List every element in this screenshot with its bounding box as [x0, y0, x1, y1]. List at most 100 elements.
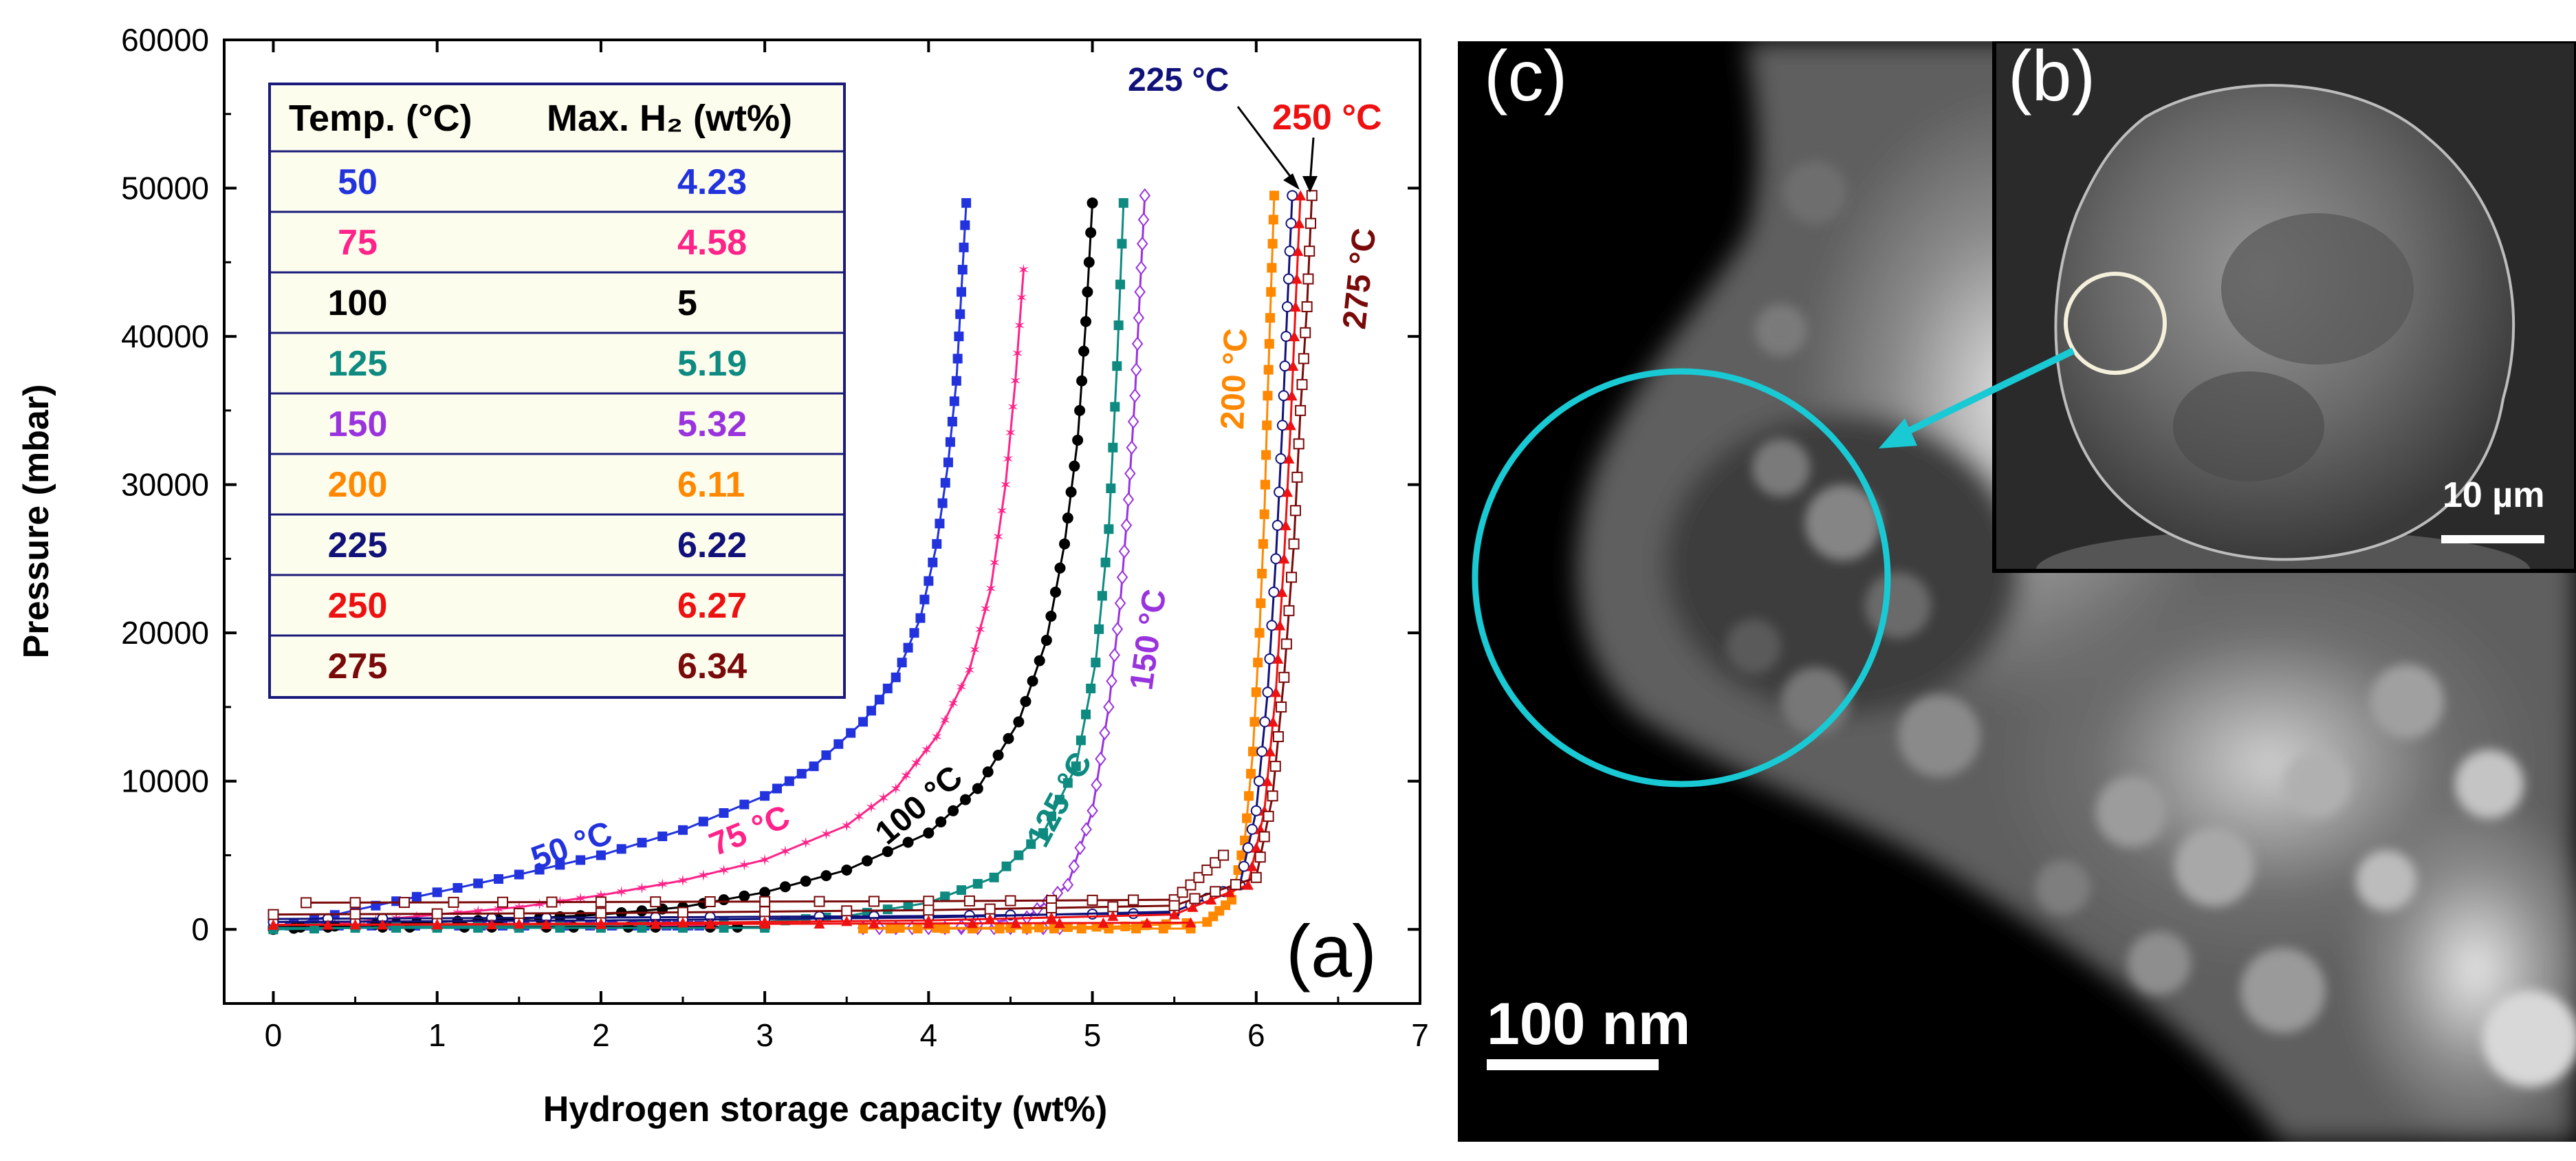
data-point — [1010, 918, 1022, 929]
data-point — [784, 776, 794, 786]
data-point — [1267, 716, 1279, 727]
data-point — [1289, 331, 1300, 342]
data-point — [1274, 486, 1285, 498]
data-point — [513, 918, 525, 929]
data-point — [1005, 895, 1016, 907]
data-point: ✶ — [1004, 424, 1016, 442]
data-point — [1062, 512, 1073, 524]
data-point — [1131, 362, 1142, 378]
data-point — [1118, 543, 1131, 559]
data-point — [891, 672, 901, 682]
data-point — [1187, 901, 1199, 912]
data-point — [1258, 831, 1270, 843]
data-point — [1250, 871, 1262, 883]
data-point — [814, 896, 825, 907]
y-tick-label: 30000 — [121, 467, 209, 503]
data-point — [858, 717, 869, 727]
data-point — [1242, 879, 1254, 890]
data-point — [1264, 338, 1274, 349]
data-point — [882, 683, 893, 693]
data-point — [473, 878, 483, 889]
x-axis-label: Hydrogen storage capacity (wt%) — [543, 1089, 1108, 1129]
legend-table-rows: 50 4.23 75 4.58 100 5 125 5.19 150 5.32 200 6.11 225… — [270, 150, 844, 686]
data-point — [1286, 390, 1298, 401]
data-point — [1274, 620, 1286, 631]
data-point — [1246, 860, 1258, 871]
x-tick-label: 5 — [1084, 1017, 1102, 1053]
data-point: ✶ — [988, 554, 1001, 572]
data-point — [1263, 810, 1274, 822]
data-point: ✶ — [1017, 261, 1029, 279]
data-point — [1265, 313, 1276, 323]
data-point — [1280, 638, 1292, 650]
table-cell-h2: 5.32 — [677, 404, 747, 444]
arrowhead-225 — [1283, 173, 1300, 190]
data-point: ✶ — [472, 902, 484, 920]
data-point — [1110, 402, 1120, 412]
series-layer: ✶ ✶ ✶ ✶ ✶ ✶ ✶ ✶ ✶ ✶ ✶✶ ✶ ✶ ✶ ✶ ✶ ✶ ✶ ✶ ✶ ✶ ✶ ✶ ✶ ✶ ✶ ✶ ✶ ✶ ✶ ✶✶✶✶✶✶✶✶✶… — [267, 188, 1318, 938]
data-point: ✶ — [985, 580, 997, 597]
data-point — [698, 816, 708, 827]
data-point — [718, 894, 730, 906]
data-point — [1250, 805, 1262, 816]
data-point — [948, 805, 959, 816]
data-point — [1295, 404, 1307, 416]
data-point — [943, 457, 953, 468]
data-point — [1282, 273, 1294, 285]
data-point — [1306, 190, 1318, 202]
data-point — [1268, 215, 1278, 225]
table-cell-temp: 100 — [328, 283, 388, 323]
data-point — [1261, 775, 1273, 786]
arrow-225 — [1236, 106, 1298, 185]
data-point — [268, 909, 279, 920]
data-point — [820, 870, 832, 882]
data-point — [940, 477, 950, 488]
data-point — [1262, 686, 1274, 698]
table-cell-h2: 6.11 — [677, 465, 745, 505]
data-point — [595, 907, 607, 919]
data-point — [1253, 658, 1263, 668]
data-point — [1087, 197, 1098, 209]
data-point — [657, 831, 668, 841]
data-point — [1280, 331, 1292, 343]
data-point — [268, 919, 279, 930]
data-point — [1062, 922, 1073, 932]
axis-ticks: 0 1 2 3 4 5 6 7 0 10000 20000 30000 40000 50000 60000 — [121, 22, 1429, 1053]
data-point — [909, 628, 919, 638]
data-point — [882, 846, 893, 858]
data-point — [1107, 901, 1119, 913]
data-point — [1091, 658, 1101, 668]
data-point — [1083, 257, 1095, 268]
data-point — [957, 265, 968, 275]
data-point — [1168, 909, 1180, 920]
data-point — [956, 287, 966, 297]
data-point — [1049, 586, 1061, 598]
data-point — [1260, 479, 1270, 490]
data-point — [1122, 492, 1135, 507]
inset-scale-label: 10 µm — [2443, 475, 2545, 515]
data-point: ✶ — [877, 790, 890, 807]
data-point — [1137, 212, 1150, 227]
data-point — [432, 887, 442, 898]
zoom-arrowhead — [1879, 418, 1917, 448]
data-point — [1014, 850, 1024, 860]
data-point — [1072, 434, 1084, 446]
panel-label-a: (a) — [1286, 909, 1377, 992]
data-point — [992, 749, 1004, 761]
data-point — [1076, 375, 1088, 387]
table-cell-h2: 6.27 — [677, 586, 747, 626]
y-tick-label: 0 — [191, 911, 209, 947]
data-point — [932, 923, 942, 933]
data-point — [949, 396, 959, 406]
data-point — [1271, 519, 1283, 531]
data-point — [595, 896, 607, 908]
data-point — [1269, 191, 1279, 201]
data-point — [1059, 538, 1071, 550]
data-point — [952, 354, 963, 364]
data-point — [1264, 653, 1276, 664]
data-point: ✶ — [910, 755, 922, 772]
data-point: ✶ — [992, 528, 1004, 545]
data-point — [431, 908, 443, 920]
data-point — [1278, 553, 1290, 564]
data-point — [1135, 260, 1147, 276]
